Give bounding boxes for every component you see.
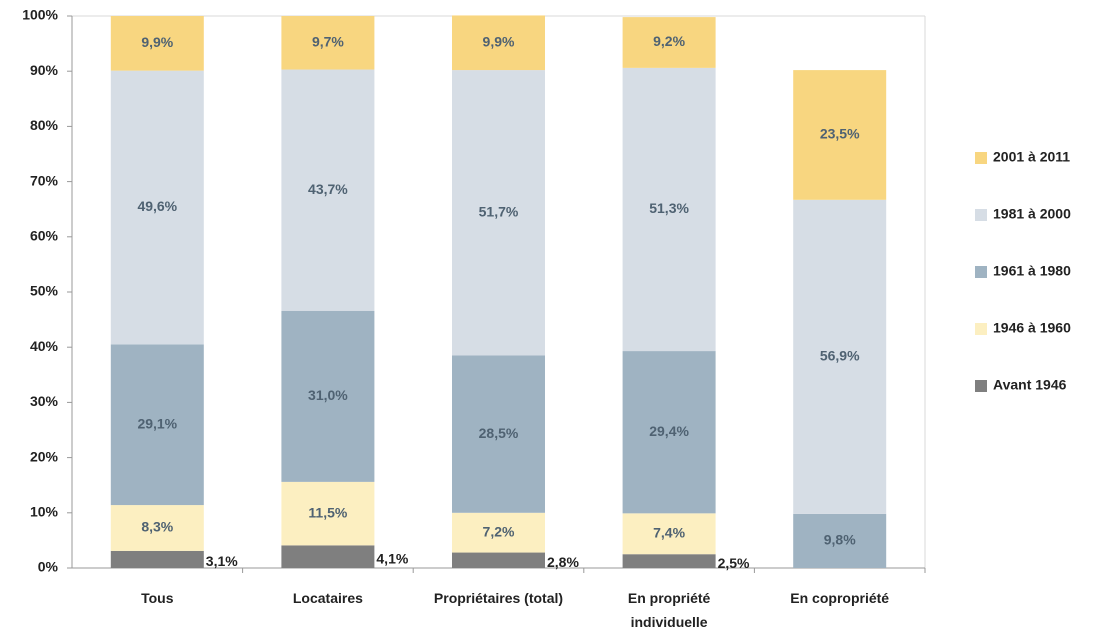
bar-segment (110, 550, 204, 568)
x-tick-label: En copropriété (790, 590, 890, 606)
y-tick-label: 90% (30, 62, 59, 78)
bar-segment (281, 481, 375, 546)
y-tick-label: 20% (30, 448, 59, 464)
y-tick-label: 0% (38, 559, 59, 575)
y-tick-label: 10% (30, 504, 59, 520)
data-label: 9,2% (653, 33, 685, 49)
y-tick-label: 80% (30, 117, 59, 133)
bar-segment (452, 512, 545, 553)
y-tick-label: 60% (30, 228, 59, 244)
legend-swatch (975, 152, 987, 164)
bar-segment (622, 67, 716, 352)
bar-segment (452, 70, 545, 356)
data-label: 11,5% (308, 504, 347, 520)
bar-segment (793, 199, 887, 514)
bar-segment (281, 69, 375, 311)
legend-label: 1961 à 1980 (993, 263, 1071, 279)
legend-label: 1981 à 2000 (993, 206, 1071, 222)
data-label: 3,1% (206, 553, 238, 569)
data-label: 7,4% (653, 524, 685, 540)
data-label: 4,1% (376, 550, 408, 566)
data-label: 29,4% (649, 423, 689, 439)
x-tick-label: Locataires (292, 590, 363, 606)
bar-segment (110, 16, 204, 71)
bar-segment (622, 351, 716, 514)
data-label: 51,3% (649, 200, 689, 216)
legend-swatch (975, 209, 987, 221)
bar-segment (281, 310, 375, 482)
data-label: 51,7% (479, 203, 519, 219)
legend-label: 1946 à 1960 (993, 320, 1071, 336)
data-label: 29,1% (137, 415, 177, 431)
x-tick-label: Tous (141, 590, 174, 606)
data-label: 2,5% (718, 555, 750, 571)
bar-segment (793, 70, 887, 200)
data-label: 2,8% (547, 554, 579, 570)
legend-swatch (975, 323, 987, 335)
data-label: 23,5% (820, 126, 860, 142)
data-label: 9,7% (312, 33, 344, 49)
bar-segment (793, 513, 887, 568)
bar-segment (110, 70, 204, 345)
bar-segment (281, 545, 375, 568)
data-label: 8,3% (141, 519, 173, 535)
y-tick-label: 70% (30, 172, 59, 188)
y-tick-label: 100% (22, 7, 58, 23)
data-label: 9,8% (824, 532, 856, 548)
bar-segment (452, 552, 545, 568)
legend-swatch (975, 266, 987, 278)
data-label: 56,9% (820, 348, 860, 364)
data-label: 9,9% (483, 33, 515, 49)
legend-swatch (975, 380, 987, 392)
bar-segment (622, 554, 716, 568)
y-tick-label: 40% (30, 338, 59, 354)
data-label: 31,0% (308, 387, 348, 403)
data-label: 28,5% (479, 425, 519, 441)
bar-segment (452, 15, 545, 71)
bar-segment (622, 17, 716, 68)
bar-segment (622, 513, 716, 555)
data-label: 7,2% (483, 523, 515, 539)
legend-label: 2001 à 2011 (993, 149, 1070, 165)
bar-segment (281, 16, 375, 70)
y-tick-label: 50% (30, 283, 59, 299)
data-label: 9,9% (141, 34, 173, 50)
data-label: 43,7% (308, 181, 348, 197)
x-tick-label: Propriétaires (total) (433, 590, 564, 606)
bar-segment (110, 344, 204, 506)
bar-segment (452, 355, 545, 513)
legend-label: Avant 1946 (993, 377, 1067, 393)
bar-segment (110, 505, 204, 551)
x-tick-label: En propriété individuelle (627, 590, 711, 630)
data-label: 49,6% (137, 198, 177, 214)
y-tick-label: 30% (30, 393, 59, 409)
